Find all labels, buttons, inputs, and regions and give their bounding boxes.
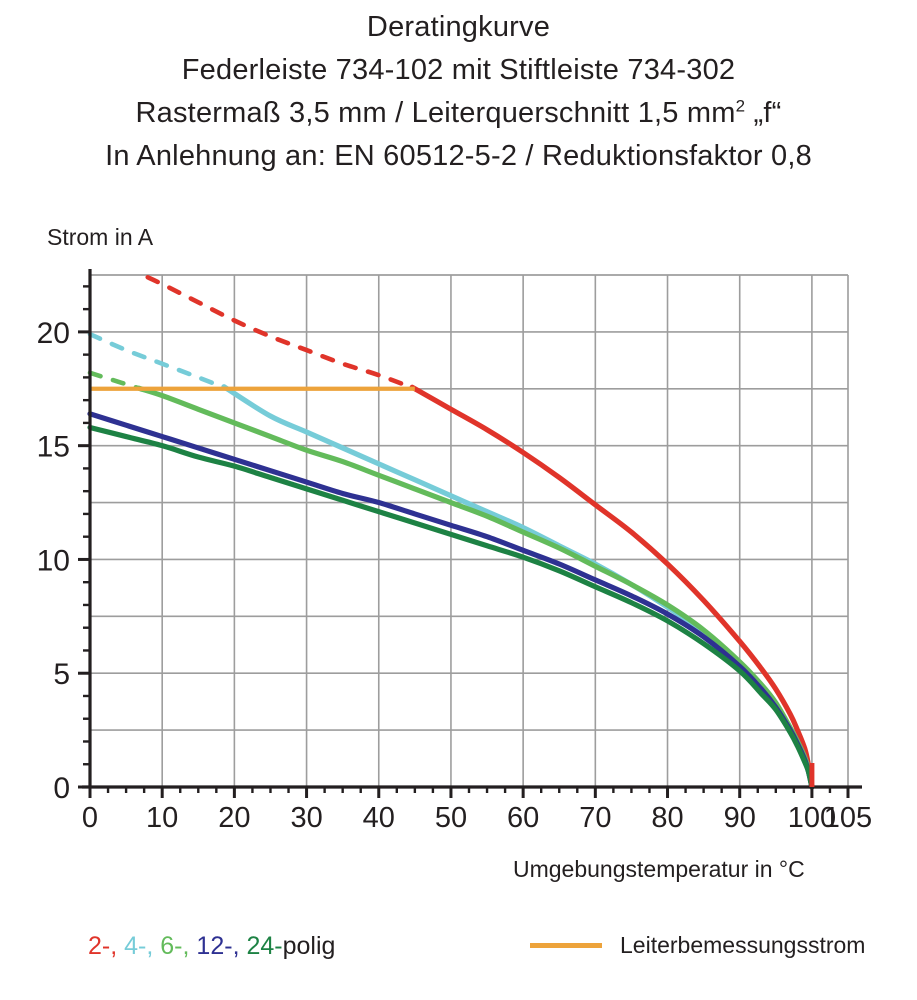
legend-separator: , [232, 932, 247, 960]
legend-separator: , [146, 932, 161, 960]
y-axis-caption: Strom in A [47, 224, 154, 250]
y-tick-label: 20 [37, 317, 70, 350]
x-tick-label: 100 [788, 802, 836, 834]
x-tick-label: 20 [218, 802, 250, 834]
x-axis-caption: Umgebungstemperatur in °C [513, 856, 805, 882]
curve-6-polig [136, 385, 815, 790]
title-line-3-tail: „f“ [745, 97, 782, 129]
grid-lines [90, 274, 849, 787]
legend-pole-2: 2- [88, 932, 111, 960]
curve-2-polig-dashed [145, 274, 418, 392]
title-line-3-superscript: 2 [735, 96, 746, 116]
x-tick-label: 70 [579, 802, 611, 834]
axes [78, 269, 862, 798]
title-line-4: In Anlehnung an: EN 60512-5-2 / Reduktio… [105, 140, 812, 172]
x-tick-label: 80 [651, 802, 683, 834]
curve-6-polig-dashed [87, 370, 143, 392]
legend-poles: 2-, 4-, 6-, 12-, 24-polig [88, 932, 335, 961]
legend-poles-suffix: polig [282, 932, 336, 960]
x-tick-label: 50 [435, 802, 467, 834]
legend-pole-4: 4- [124, 932, 147, 960]
y-tick-label: 5 [53, 658, 70, 691]
y-tick-label: 10 [37, 544, 70, 577]
legend-separator: , [182, 932, 197, 960]
title-line-3-main: Rastermaß 3,5 mm / Leiterquerschnitt 1,5… [135, 97, 736, 129]
legend-separator: , [110, 932, 125, 960]
x-tick-label: 10 [146, 802, 178, 834]
curve-4-polig-dashed [87, 331, 230, 392]
chart-legend: 2-, 4-, 6-, 12-, 24-polig Leiterbemessun… [0, 932, 917, 984]
legend-pole-12: 12- [196, 932, 233, 960]
x-tick-label: 90 [724, 802, 756, 834]
x-tick-label: 60 [507, 802, 539, 834]
curve-24-polig [87, 424, 815, 790]
legend-line-swatch [530, 943, 602, 948]
title-line-3: Rastermaß 3,5 mm / Leiterquerschnitt 1,5… [0, 92, 917, 135]
title-line-1: Deratingkurve [366, 11, 551, 43]
legend-rated-current-label: Leiterbemessungsstrom [620, 932, 866, 958]
legend-pole-24: 24- [246, 932, 283, 960]
x-tick-label: 40 [363, 802, 395, 834]
y-tick-label: 0 [53, 772, 70, 805]
y-tick-label: 15 [37, 431, 70, 464]
legend-rated-current: Leiterbemessungsstrom [530, 932, 865, 959]
curve-2-polig [409, 384, 815, 790]
x-tick-label: 30 [290, 802, 322, 834]
x-tick-label: 0 [82, 802, 98, 834]
legend-pole-6: 6- [160, 932, 183, 960]
page-title: Deratingkurve Federleiste 734-102 mit St… [0, 6, 917, 178]
x-tick-label: 105 [824, 802, 872, 834]
title-line-2: Federleiste 734-102 mit Stiftleiste 734-… [181, 54, 736, 86]
